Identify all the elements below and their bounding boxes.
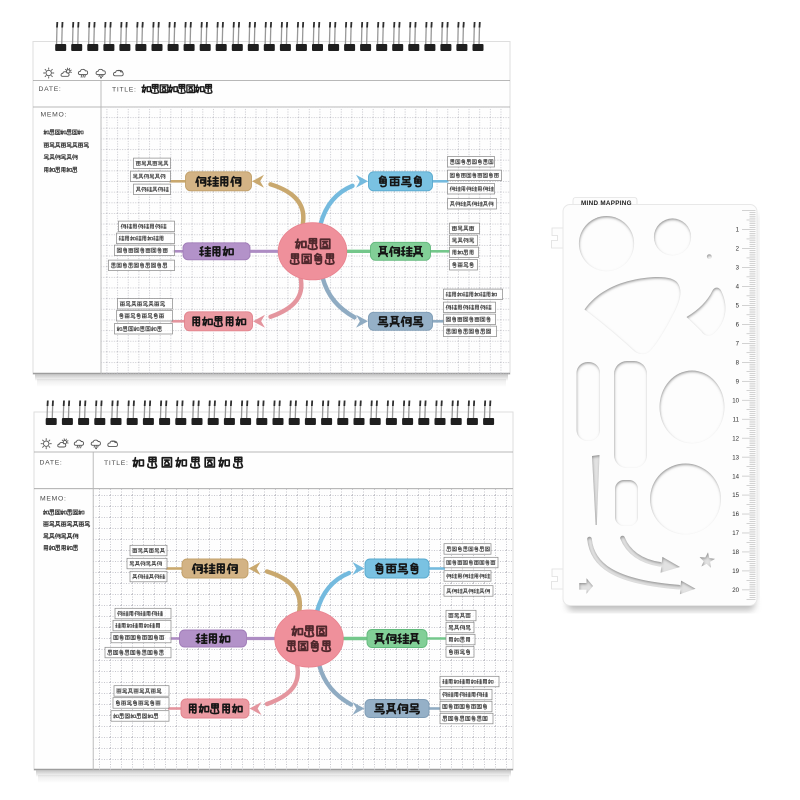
svg-text:17: 17 (732, 530, 739, 537)
svg-text:MEMO:: MEMO: (40, 496, 67, 503)
svg-text:MEMO:: MEMO: (41, 112, 68, 119)
svg-text:6: 6 (736, 322, 740, 329)
svg-text:18: 18 (732, 549, 739, 556)
svg-text:11: 11 (733, 416, 740, 423)
svg-text:8: 8 (736, 360, 740, 367)
svg-text:10: 10 (732, 397, 739, 404)
svg-text:20: 20 (732, 587, 739, 594)
svg-text:9: 9 (736, 378, 740, 385)
svg-text:3: 3 (736, 265, 740, 272)
svg-text:DATE:: DATE: (40, 460, 63, 467)
svg-text:TITLE:: TITLE: (112, 87, 137, 94)
svg-text:15: 15 (732, 492, 739, 499)
svg-text:19: 19 (732, 568, 739, 575)
svg-text:2: 2 (736, 246, 740, 253)
svg-text:14: 14 (732, 473, 739, 480)
svg-text:TITLE:: TITLE: (104, 460, 129, 467)
svg-text:7: 7 (736, 341, 740, 348)
svg-text:4: 4 (736, 284, 740, 291)
svg-text:DATE:: DATE: (39, 86, 62, 93)
svg-text:1: 1 (736, 227, 740, 234)
svg-text:16: 16 (732, 511, 739, 518)
svg-text:MIND MAPPING: MIND MAPPING (581, 200, 632, 207)
svg-text:5: 5 (736, 303, 740, 310)
svg-text:13: 13 (732, 454, 739, 461)
svg-text:12: 12 (732, 435, 739, 442)
